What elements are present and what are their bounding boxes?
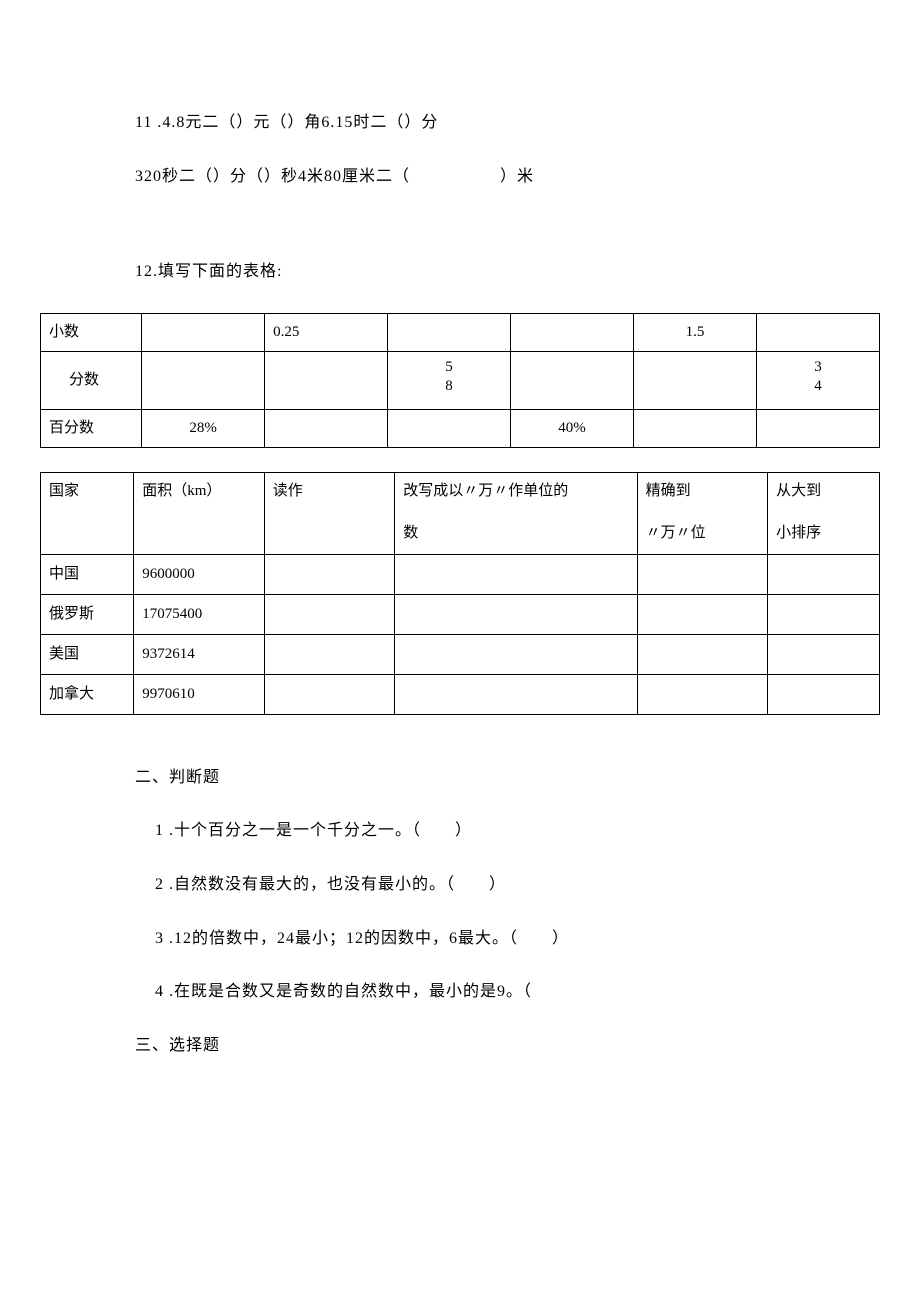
t2-h-rewrite-a: 改写成以〃万〃作单位的 bbox=[403, 479, 628, 503]
t2-cell bbox=[637, 634, 768, 674]
t2-cell bbox=[768, 554, 880, 594]
t2-cell bbox=[768, 594, 880, 634]
section2-q4: 4 .在既是合数又是奇数的自然数中，最小的是9。（ bbox=[155, 979, 880, 1005]
t1-cell: 1.5 bbox=[634, 313, 757, 351]
t2-cell bbox=[768, 674, 880, 714]
t1-cell: 28% bbox=[142, 409, 265, 447]
t2-h-area: 面积（km） bbox=[134, 472, 265, 554]
t1-frac-den: 4 bbox=[765, 377, 871, 397]
t2-h-sort: 从大到 小排序 bbox=[768, 472, 880, 554]
t1-cell: 0.25 bbox=[265, 313, 388, 351]
t2-h-sort-b: 小排序 bbox=[776, 521, 871, 545]
t2-area: 9372614 bbox=[134, 634, 265, 674]
t1-frac-num: 3 bbox=[765, 358, 871, 378]
t2-h-round-a: 精确到 bbox=[646, 479, 760, 503]
t2-cell bbox=[395, 634, 637, 674]
q11-line2: 320秒二（）分（）秒4米80厘米二（ ）米 bbox=[135, 164, 880, 190]
table-row: 分数 5 8 3 4 bbox=[41, 351, 880, 409]
q11-line1: 11 .4.8元二（）元（）角6.15时二（）分 bbox=[135, 110, 880, 136]
t2-area: 9600000 bbox=[134, 554, 265, 594]
t1-label-percent: 百分数 bbox=[41, 409, 142, 447]
t1-frac-den: 8 bbox=[396, 377, 502, 397]
table-row: 中国 9600000 bbox=[41, 554, 880, 594]
t1-frac-num: 5 bbox=[396, 358, 502, 378]
t2-cell bbox=[264, 634, 395, 674]
t2-h-round-b: 〃万〃位 bbox=[646, 521, 760, 545]
q12-table2: 国家 面积（km） 读作 改写成以〃万〃作单位的 数 精确到 〃万〃位 从大到 … bbox=[40, 472, 880, 715]
t2-cell bbox=[637, 674, 768, 714]
t2-cell bbox=[395, 554, 637, 594]
table-row: 百分数 28% 40% bbox=[41, 409, 880, 447]
t2-country: 俄罗斯 bbox=[41, 594, 134, 634]
t2-h-read: 读作 bbox=[264, 472, 395, 554]
t2-cell bbox=[395, 674, 637, 714]
table-row: 美国 9372614 bbox=[41, 634, 880, 674]
t1-cell bbox=[388, 409, 511, 447]
t1-cell: 40% bbox=[511, 409, 634, 447]
t1-cell bbox=[511, 351, 634, 409]
q11-line2-a: 320秒二（）分（）秒4米80厘米二（ bbox=[135, 168, 410, 185]
t1-cell bbox=[388, 313, 511, 351]
t2-h-sort-a: 从大到 bbox=[776, 479, 871, 503]
t1-cell bbox=[265, 409, 388, 447]
t1-cell bbox=[142, 351, 265, 409]
t2-country: 中国 bbox=[41, 554, 134, 594]
t1-cell: 3 4 bbox=[757, 351, 880, 409]
t2-country: 加拿大 bbox=[41, 674, 134, 714]
t2-h-round: 精确到 〃万〃位 bbox=[637, 472, 768, 554]
section3-heading: 三、选择题 bbox=[135, 1033, 880, 1059]
t1-cell: 5 8 bbox=[388, 351, 511, 409]
t2-cell bbox=[395, 594, 637, 634]
table-row: 小数 0.25 1.5 bbox=[41, 313, 880, 351]
section2-q2: 2 .自然数没有最大的，也没有最小的。（ ） bbox=[155, 872, 880, 898]
table-row: 加拿大 9970610 bbox=[41, 674, 880, 714]
t1-cell bbox=[757, 313, 880, 351]
section2-q3: 3 .12的倍数中，24最小；12的因数中，6最大。（ ） bbox=[155, 926, 880, 952]
t2-area: 9970610 bbox=[134, 674, 265, 714]
t1-cell bbox=[265, 351, 388, 409]
t1-cell bbox=[634, 351, 757, 409]
t1-label-decimal: 小数 bbox=[41, 313, 142, 351]
t2-cell bbox=[637, 594, 768, 634]
section2-heading: 二、判断题 bbox=[135, 765, 880, 791]
t2-h-rewrite: 改写成以〃万〃作单位的 数 bbox=[395, 472, 637, 554]
table-header-row: 国家 面积（km） 读作 改写成以〃万〃作单位的 数 精确到 〃万〃位 从大到 … bbox=[41, 472, 880, 554]
q12-heading: 12.填写下面的表格: bbox=[135, 259, 880, 285]
t2-area: 17075400 bbox=[134, 594, 265, 634]
t1-cell bbox=[142, 313, 265, 351]
t2-cell bbox=[637, 554, 768, 594]
t1-cell bbox=[634, 409, 757, 447]
t2-cell bbox=[264, 674, 395, 714]
t1-label-fraction: 分数 bbox=[41, 351, 142, 409]
section2-q1: 1 .十个百分之一是一个千分之一。（ ） bbox=[155, 818, 880, 844]
q12-table1: 小数 0.25 1.5 分数 5 8 3 4 百分数 28% 40% bbox=[40, 313, 880, 448]
t2-cell bbox=[264, 554, 395, 594]
q11-line2-b: ）米 bbox=[500, 168, 534, 185]
table-row: 俄罗斯 17075400 bbox=[41, 594, 880, 634]
t2-h-rewrite-b: 数 bbox=[403, 521, 628, 545]
t1-cell bbox=[757, 409, 880, 447]
t2-h-country: 国家 bbox=[41, 472, 134, 554]
t1-cell bbox=[511, 313, 634, 351]
t2-cell bbox=[264, 594, 395, 634]
t2-cell bbox=[768, 634, 880, 674]
t2-country: 美国 bbox=[41, 634, 134, 674]
